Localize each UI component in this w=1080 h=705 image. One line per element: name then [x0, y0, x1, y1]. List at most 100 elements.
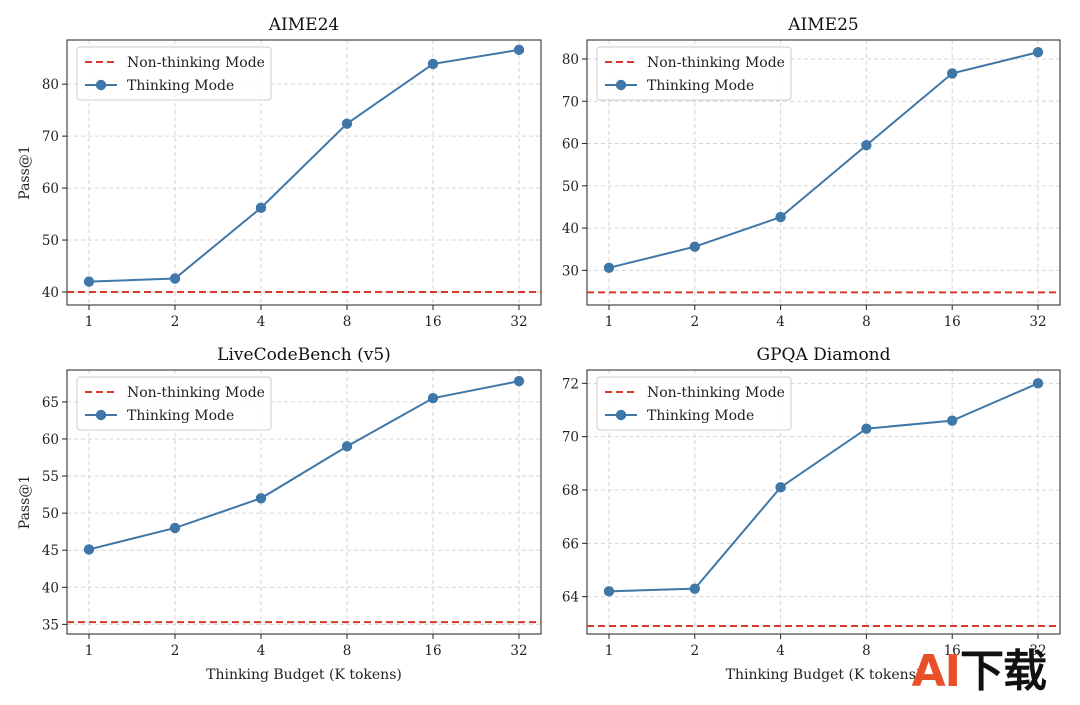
y-tick-label: 80	[42, 77, 59, 93]
y-tick-label: 40	[42, 285, 59, 301]
legend-swatch-marker	[95, 409, 107, 421]
legend-box	[76, 46, 272, 101]
legend-box	[596, 376, 792, 431]
x-tick-label: 1	[85, 314, 94, 330]
legend: Non-thinking Mode Thinking Mode	[596, 376, 792, 431]
x-tick-label: 8	[862, 314, 871, 330]
x-tick-label: 32	[1029, 314, 1046, 330]
y-tick-label: 72	[562, 376, 579, 392]
y-tick-label: 50	[42, 506, 59, 522]
x-tick-label: 2	[691, 643, 700, 659]
data-point	[427, 58, 439, 70]
y-tick-label: 40	[562, 221, 579, 237]
data-point	[341, 441, 353, 452]
y-tick-label: 60	[562, 137, 579, 153]
y-tick-label: 66	[562, 536, 579, 552]
watermark-text-b: 下载	[960, 646, 1047, 697]
chart-title: AIME25	[787, 15, 858, 35]
data-point	[513, 44, 525, 56]
data-point	[255, 202, 267, 214]
plot-frame	[586, 369, 1061, 635]
x-tick-label: 1	[605, 643, 614, 659]
series-thinking-line	[88, 48, 520, 283]
x-tick-label: 4	[257, 314, 266, 330]
legend-box	[596, 46, 792, 101]
data-point	[1032, 47, 1044, 58]
y-tick-label: 60	[42, 181, 59, 197]
legend-label: Thinking Mode	[647, 408, 754, 424]
data-point	[689, 241, 700, 252]
legend-swatch-marker	[615, 409, 627, 421]
x-tick-label: 1	[85, 643, 94, 659]
x-tick-label: 16	[944, 314, 961, 330]
data-point	[861, 423, 872, 434]
x-axis-label: Thinking Budget (K tokens)	[726, 667, 922, 683]
data-point	[427, 392, 439, 404]
x-tick-label: 1	[605, 314, 614, 330]
x-tick-label: 8	[862, 643, 871, 659]
x-tick-label: 4	[776, 643, 785, 659]
legend-box	[76, 376, 272, 431]
x-tick-label: 4	[776, 314, 785, 330]
plot-frame	[66, 39, 542, 306]
y-tick-label: 50	[562, 179, 579, 195]
data-point	[341, 118, 353, 129]
y-tick-label: 35	[42, 617, 59, 633]
y-axis-label: Pass@1	[17, 475, 33, 529]
y-tick-label: 40	[42, 580, 59, 596]
legend: Non-thinking Mode Thinking Mode	[76, 46, 272, 101]
legend-label: Non-thinking Mode	[647, 385, 785, 401]
series-thinking-line	[608, 51, 1039, 269]
chart-title: LiveCodeBench (v5)	[217, 345, 391, 365]
legend-label: Non-thinking Mode	[647, 55, 785, 71]
y-axis-label: Pass@1	[17, 145, 33, 199]
x-tick-label: 16	[944, 643, 961, 659]
data-point	[947, 68, 958, 79]
legend: Non-thinking Mode Thinking Mode	[596, 46, 792, 101]
legend-label: Thinking Mode	[127, 408, 234, 424]
series-thinking-line	[88, 380, 520, 551]
x-tick-label: 2	[171, 314, 180, 330]
data-point	[83, 276, 95, 287]
x-tick-label: 32	[1029, 643, 1046, 659]
y-tick-label: 70	[562, 430, 579, 446]
chart-title: AIME24	[268, 15, 339, 35]
x-tick-label: 32	[510, 643, 527, 659]
y-tick-label: 55	[42, 469, 59, 485]
legend-label: Non-thinking Mode	[127, 55, 265, 71]
data-point	[83, 544, 95, 555]
x-tick-label: 16	[424, 314, 441, 330]
legend: Non-thinking Mode Thinking Mode	[76, 376, 272, 431]
x-tick-label: 16	[424, 643, 441, 659]
x-tick-label: 4	[257, 643, 266, 659]
watermark-text-a: AI	[911, 646, 961, 697]
legend-swatch-marker	[95, 79, 107, 91]
x-tick-label: 8	[343, 643, 352, 659]
chart-title: GPQA Diamond	[756, 345, 890, 365]
y-tick-label: 70	[42, 129, 59, 145]
data-point	[861, 140, 872, 151]
data-point	[169, 273, 181, 284]
data-point	[255, 493, 267, 504]
legend-label: Thinking Mode	[127, 78, 234, 94]
data-point	[775, 482, 786, 493]
x-tick-label: 32	[510, 314, 527, 330]
chart-panel-3: LiveCodeBench (v5) 1 2 4 8 16 32 35 40 45 50 55 60 65…	[17, 345, 542, 683]
data-point	[689, 583, 700, 594]
watermark-logo: AI下载	[911, 635, 1047, 699]
data-point	[603, 262, 615, 274]
y-tick-label: 65	[42, 395, 59, 411]
legend-label: Thinking Mode	[647, 78, 754, 94]
x-tick-label: 2	[691, 314, 700, 330]
series-thinking-line	[608, 382, 1039, 593]
chart-panel-1: AIME24 1 2 4 8 16 32 40 50 60 70 80 Pass@1 Non-thinki…	[17, 15, 542, 330]
legend-swatch-marker	[615, 79, 627, 91]
data-point	[603, 586, 615, 597]
legend-label: Non-thinking Mode	[127, 385, 265, 401]
plot-frame	[66, 369, 542, 635]
x-axis-label: Thinking Budget (K tokens)	[206, 667, 402, 683]
y-tick-label: 64	[562, 590, 579, 606]
data-point	[947, 415, 958, 426]
x-tick-label: 8	[343, 314, 352, 330]
